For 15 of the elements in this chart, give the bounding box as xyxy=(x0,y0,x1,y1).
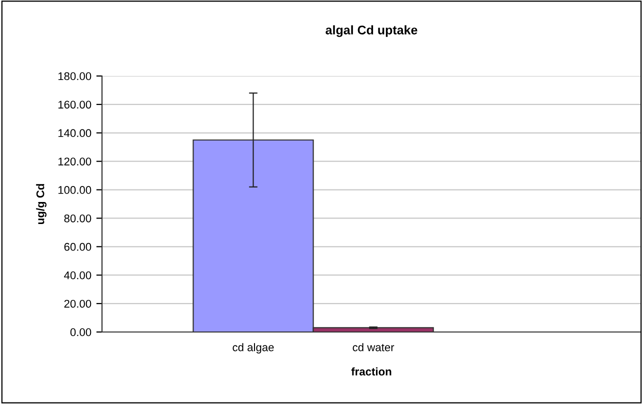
y-tick-label: 20.00 xyxy=(64,300,92,308)
y-tick-label: 60.00 xyxy=(64,242,92,251)
y-tick-label: 40.00 xyxy=(64,271,92,280)
y-tick-label: 0.00 xyxy=(70,328,92,336)
y-axis-title: ug/g Cd xyxy=(36,184,46,224)
x-axis-title: fraction xyxy=(351,367,392,376)
x-tick-label: cd water xyxy=(352,343,394,352)
x-tick-label: cd algae xyxy=(232,343,274,354)
y-tick-label: 140.00 xyxy=(58,129,92,138)
y-tick-label: 100.00 xyxy=(58,186,92,194)
y-tick-label: 80.00 xyxy=(64,214,92,222)
y-tick-label: 180.00 xyxy=(58,72,92,80)
y-tick-label: 120.00 xyxy=(58,158,92,166)
y-tick-label: 160.00 xyxy=(58,100,92,109)
chart-title: algal Cd uptake xyxy=(326,25,418,37)
